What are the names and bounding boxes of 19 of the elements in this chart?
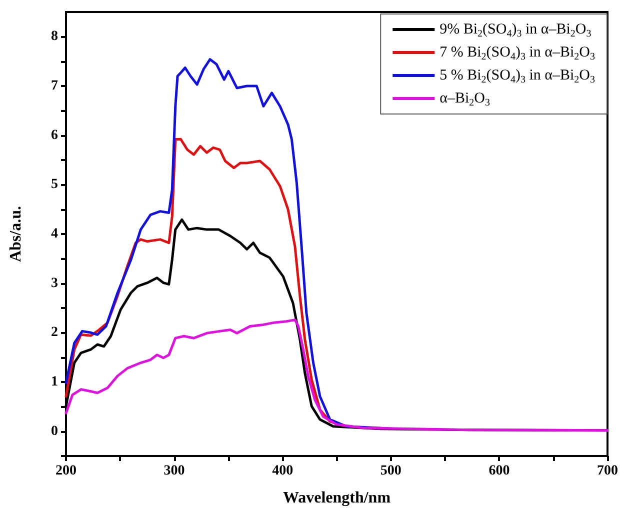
y-tick-label: 6: [51, 128, 58, 143]
x-tick-label: 300: [164, 464, 185, 478]
y-axis-title: Abs/a.u.: [8, 206, 24, 262]
x-tick-label: 600: [488, 464, 510, 478]
y-tick-label: 7: [51, 78, 58, 94]
line-series: [64, 318, 609, 432]
y-tick-label: 4: [51, 226, 58, 242]
x-tick-label: 400: [272, 464, 294, 478]
y-tick-label: 5: [51, 177, 58, 192]
line-series: [64, 58, 398, 430]
y-tick-label: 8: [51, 29, 58, 44]
y-tick-label: 2: [51, 325, 58, 340]
y-tick-label: 1: [51, 374, 58, 390]
x-tick-label: 500: [380, 464, 402, 478]
y-tick-label: 0: [51, 424, 58, 439]
x-axis-title: Wavelength/nm: [282, 490, 392, 506]
x-tick-label: 700: [597, 464, 618, 478]
x-tick-label: 200: [56, 464, 76, 478]
y-tick-label: 3: [51, 276, 58, 291]
